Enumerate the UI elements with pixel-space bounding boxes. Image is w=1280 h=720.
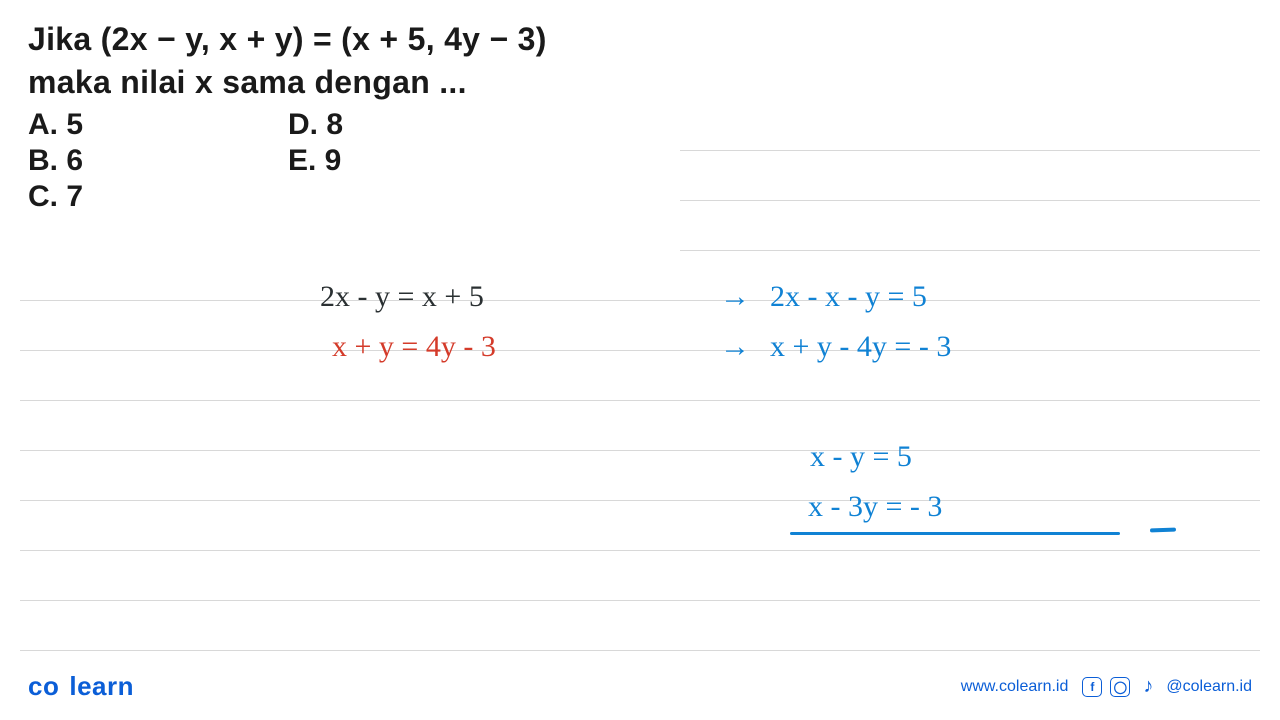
arrow-icon: → <box>720 330 750 364</box>
instagram-icon: ◯ <box>1110 677 1130 697</box>
rule-line <box>20 350 1260 351</box>
facebook-icon: f <box>1082 677 1102 697</box>
work-eq2-right: x + y - 4y = - 3 <box>770 330 951 364</box>
rule-line <box>20 300 1260 301</box>
option-c: C. 7 <box>28 180 288 214</box>
footer-url: www.colearn.id <box>961 678 1069 696</box>
logo-part2: learn <box>69 671 134 701</box>
option-a: A. 5 <box>28 108 288 142</box>
social-icons: f ◯ ♪ @colearn.id <box>1082 677 1252 697</box>
footer: colearn www.colearn.id f ◯ ♪ @colearn.id <box>28 671 1252 702</box>
options-grid: A. 5 D. 8 B. 6 E. 9 C. 7 <box>28 108 1252 214</box>
tiktok-icon: ♪ <box>1138 677 1158 697</box>
footer-right: www.colearn.id f ◯ ♪ @colearn.id <box>961 677 1252 697</box>
rule-line <box>20 650 1260 651</box>
social-handle: @colearn.id <box>1166 678 1252 696</box>
work-eq2-left: x + y = 4y - 3 <box>332 330 496 364</box>
work-eq1-right: 2x - x - y = 5 <box>770 280 927 314</box>
option-e: E. 9 <box>288 144 548 178</box>
brand-logo: colearn <box>28 671 134 702</box>
question-line-2: maka nilai x sama dengan ... <box>28 61 1252 104</box>
rule-line <box>20 550 1260 551</box>
question-block: Jika (2x − y, x + y) = (x + 5, 4y − 3) m… <box>0 0 1280 214</box>
rule-line <box>680 250 1260 251</box>
arrow-icon: → <box>720 280 750 314</box>
work-eq3: x - y = 5 <box>810 440 912 474</box>
logo-part1: co <box>28 671 59 701</box>
work-eq1-left: 2x - y = x + 5 <box>320 280 484 314</box>
rule-line <box>20 500 1260 501</box>
rule-line <box>20 450 1260 451</box>
option-b: B. 6 <box>28 144 288 178</box>
underline <box>790 532 1120 535</box>
question-line-1: Jika (2x − y, x + y) = (x + 5, 4y − 3) <box>28 18 1252 61</box>
option-d: D. 8 <box>288 108 548 142</box>
rule-line <box>20 600 1260 601</box>
work-eq4: x - 3y = - 3 <box>808 490 942 524</box>
rule-line <box>20 400 1260 401</box>
subtraction-mark <box>1150 528 1176 533</box>
